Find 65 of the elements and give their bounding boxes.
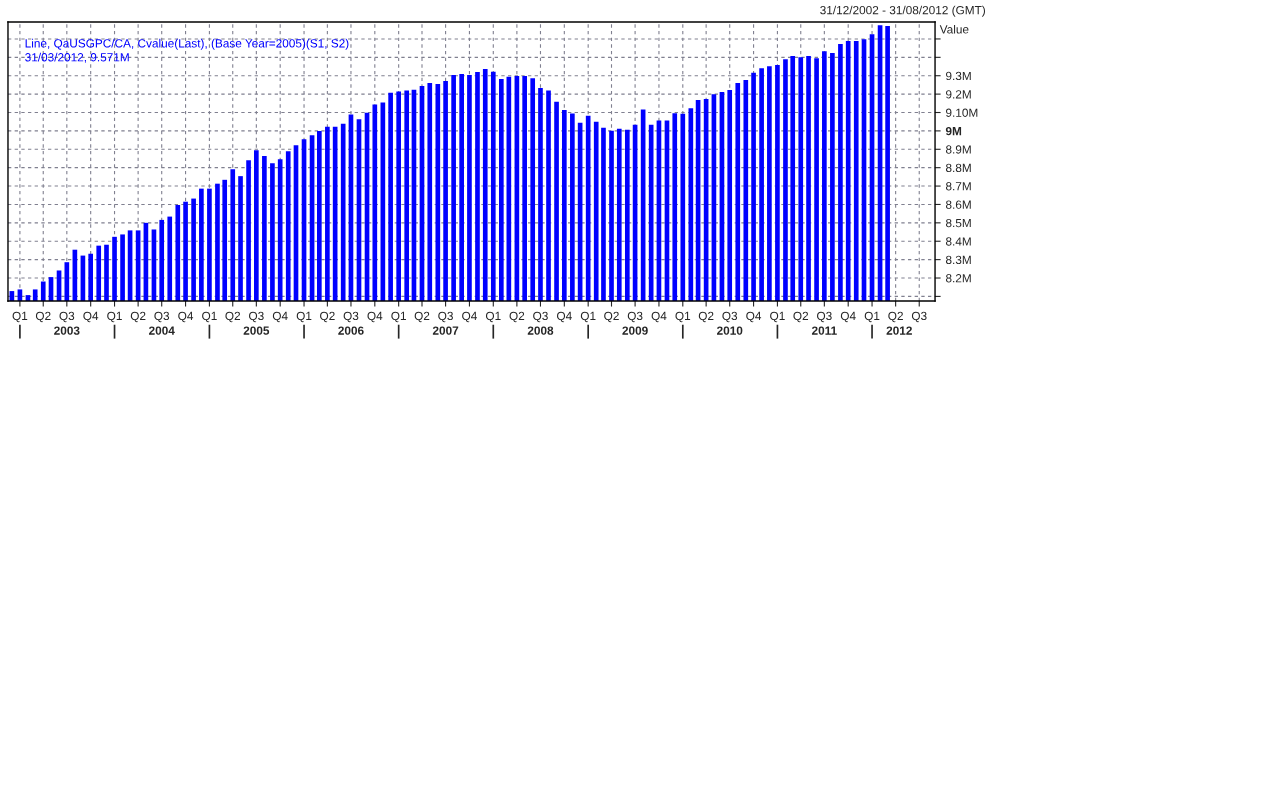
x-tick-label: Q1 (864, 311, 880, 323)
x2-tick-label: 2012 (886, 326, 912, 335)
x-tick-label: Q3 (911, 311, 927, 323)
x-tick-label: Q1 (675, 311, 691, 323)
chart-title: 31/12/2002 - 31/08/2012 (GMT) (820, 5, 986, 17)
y-tick-label: 9M (945, 126, 962, 136)
x-tick-label: Q4 (178, 311, 194, 323)
x-tick-label: Q2 (35, 311, 51, 323)
y-tick-label: 8.5M (945, 218, 971, 228)
x2-tick-label: 2003 (54, 326, 80, 335)
y-tick-label: 8.4M (945, 237, 971, 246)
x-tick-label: Q2 (130, 311, 146, 323)
x-tick-label: Q4 (651, 311, 667, 323)
x-tick-label: Q4 (746, 311, 762, 323)
y-tick-label: 8.2M (945, 274, 971, 283)
y-tick-label: 8.9M (945, 145, 971, 154)
y-tick-label: 9.2M (946, 90, 971, 99)
x-tick-label: Q2 (320, 311, 335, 323)
x2-tick-label: 2010 (717, 326, 743, 335)
x-tick-label: Q3 (817, 311, 832, 323)
x-tick-label: Q4 (462, 311, 477, 323)
x2-tick-label: 2004 (148, 326, 175, 335)
x-tick-label: Q2 (698, 311, 714, 323)
x-tick-label: Q3 (154, 311, 170, 323)
x-tick-label: Q4 (83, 311, 99, 323)
x-tick-label: Q4 (840, 311, 856, 323)
x-tick-label: Q3 (438, 311, 453, 323)
y-tick-label: 9.10M (946, 108, 978, 117)
x-tick-label: Q1 (12, 311, 28, 323)
x-tick-label: Q2 (225, 311, 241, 323)
annotation: Line, QaUSGPC/CA, Cvalue(Last), (Base Year=2005)(S1, S2) (25, 38, 349, 50)
x-tick-label: Q3 (343, 311, 359, 323)
x2-tick-label: 2006 (338, 326, 364, 335)
annotation: 31/03/2012, 9.571M (25, 52, 129, 63)
x-tick-label: Q2 (509, 311, 525, 323)
y-axis-title: Value (939, 24, 969, 34)
x-tick-label: Q3 (249, 311, 264, 323)
x-tick-label: Q4 (272, 311, 288, 323)
x-tick-label: Q3 (59, 311, 75, 323)
x-tick-label: Q3 (722, 311, 738, 323)
y-tick-label: 8.3M (945, 255, 971, 265)
x2-tick-label: 2009 (622, 326, 648, 335)
x-tick-label: Q2 (414, 311, 430, 323)
y-tick-label: 9.3M (946, 71, 971, 81)
x-tick-label: Q3 (533, 311, 548, 323)
x-tick-label: Q2 (888, 311, 903, 323)
x-tick-label: Q1 (580, 311, 596, 323)
x-tick-label: Q1 (391, 311, 406, 323)
x-tick-label: Q4 (367, 311, 383, 323)
x-tick-label: Q3 (627, 311, 643, 323)
x-tick-label: Q2 (604, 311, 619, 323)
x2-tick-label: 2007 (432, 326, 459, 335)
y-tick-label: 8.8M (945, 163, 971, 173)
y-tick-label: 8.7M (945, 182, 971, 191)
y-tick-label: 8.6M (945, 200, 971, 209)
x-tick-label: Q4 (557, 311, 572, 323)
x2-tick-label: 2005 (243, 326, 270, 335)
x-tick-label: Q1 (107, 311, 122, 323)
x2-tick-label: 2011 (811, 326, 837, 335)
x-tick-label: Q1 (296, 311, 312, 323)
x-tick-label: Q1 (770, 311, 785, 323)
x-tick-label: Q1 (202, 311, 217, 323)
x-tick-label: Q2 (793, 311, 809, 323)
x-tick-label: Q1 (485, 311, 501, 323)
x2-tick-label: 2008 (527, 326, 554, 335)
